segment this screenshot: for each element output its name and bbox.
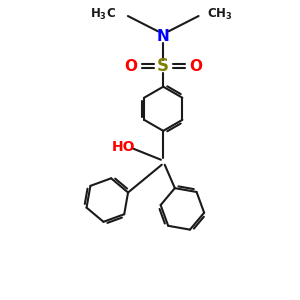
Text: O: O [189,58,202,74]
Text: O: O [124,58,137,74]
Text: HO: HO [112,140,135,154]
Text: $\mathregular{CH_3}$: $\mathregular{CH_3}$ [207,6,233,22]
Text: $\mathregular{H_3C}$: $\mathregular{H_3C}$ [90,6,116,22]
Text: S: S [157,57,169,75]
Text: N: N [157,29,169,44]
